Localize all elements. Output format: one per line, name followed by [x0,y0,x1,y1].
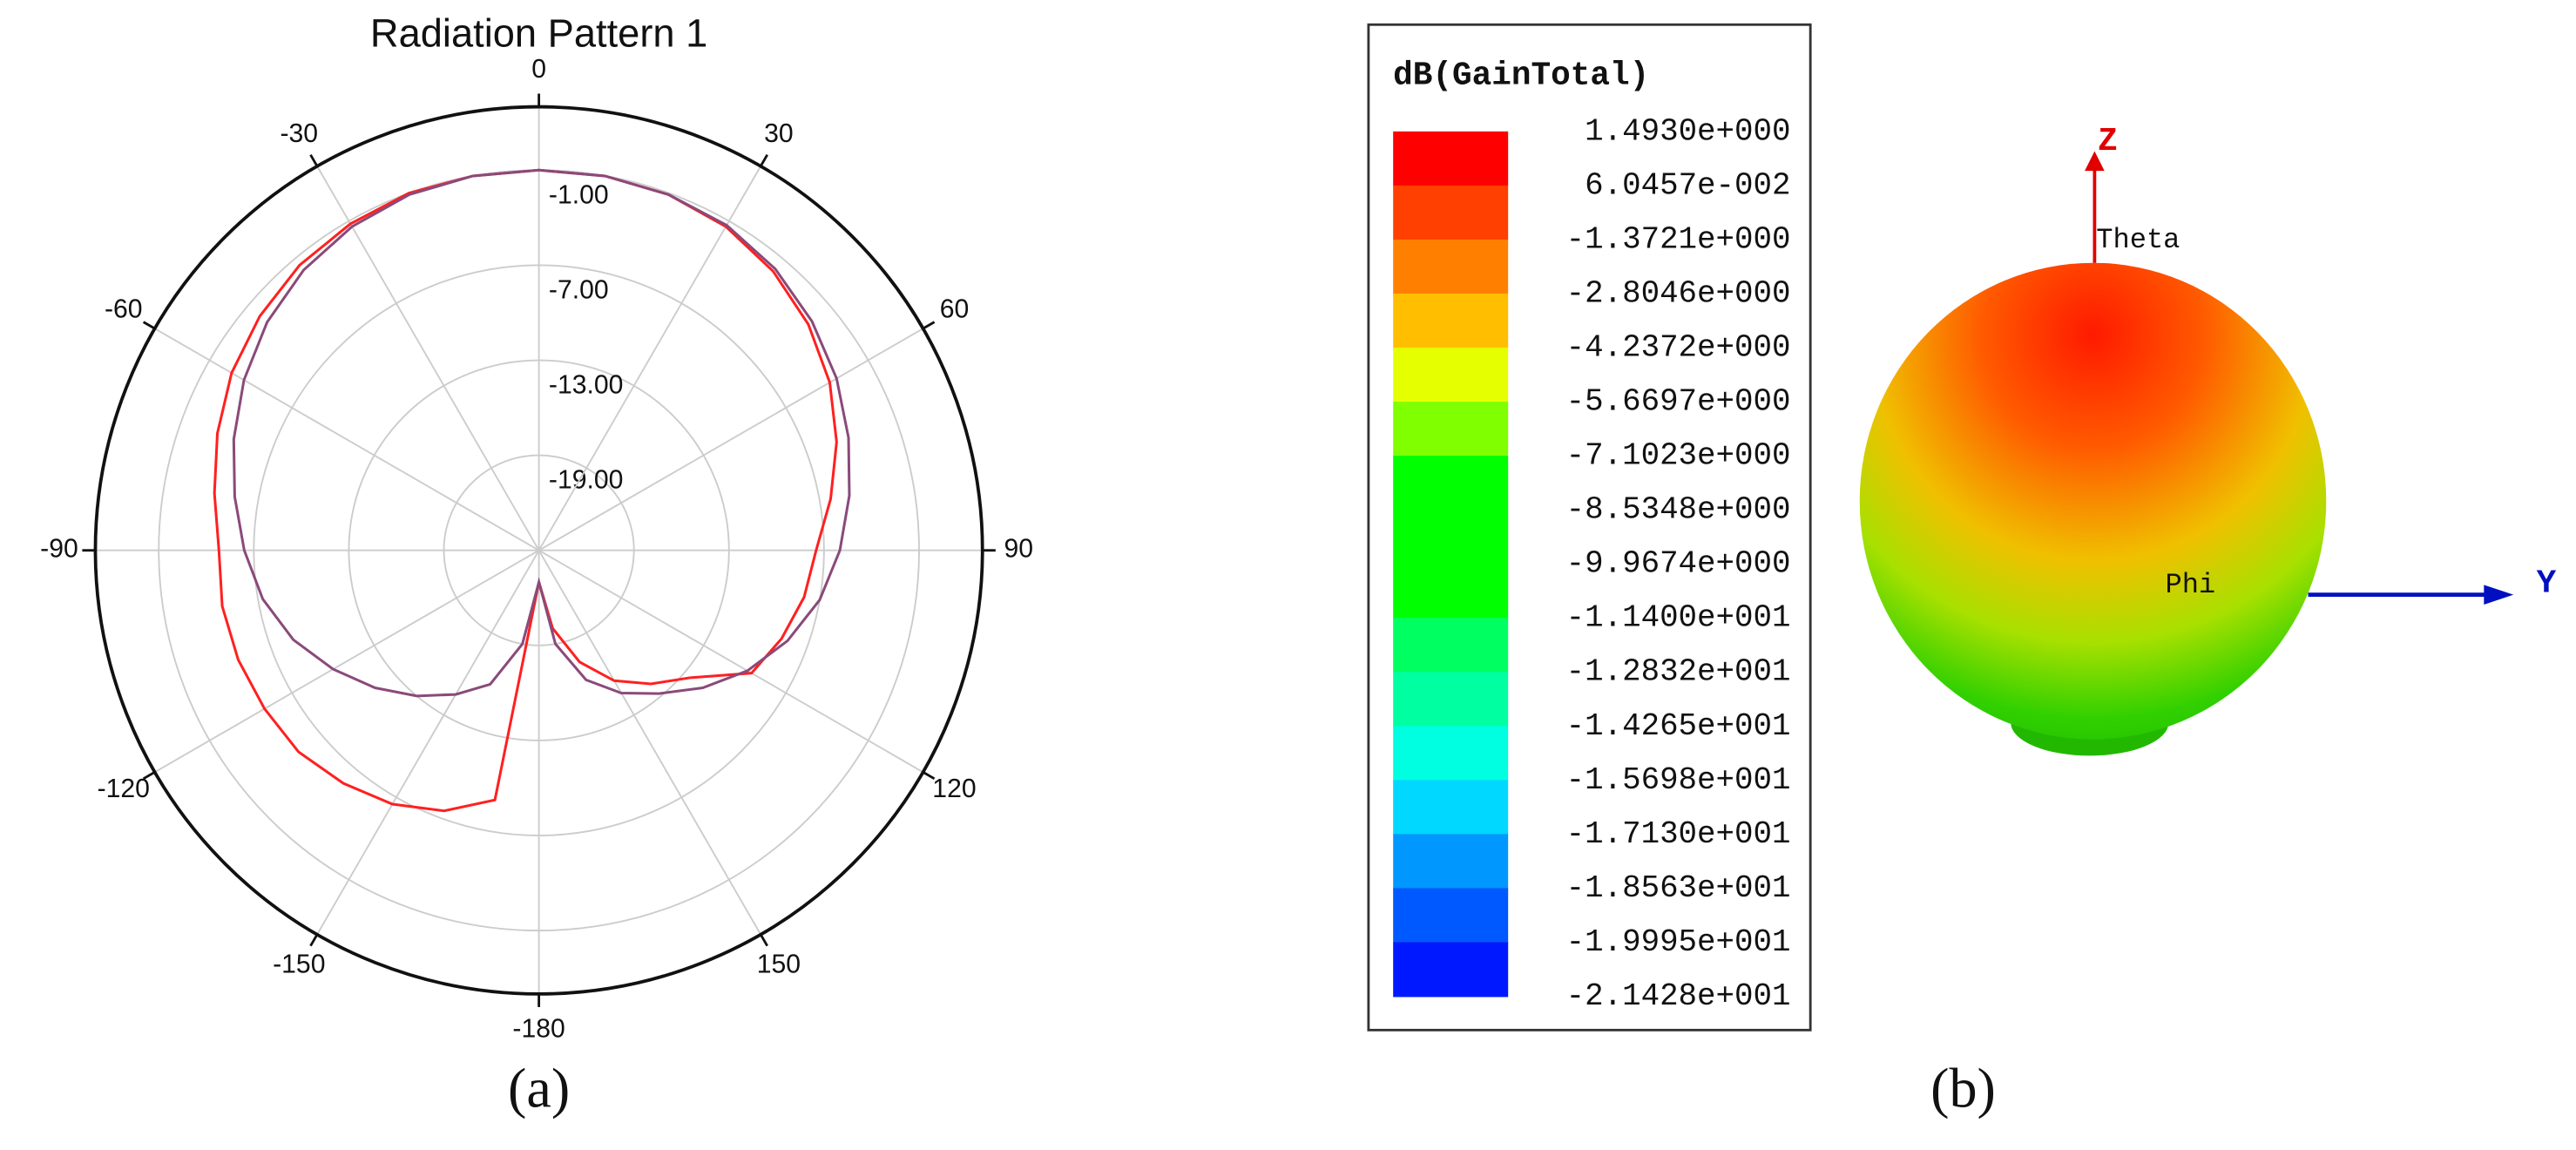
theta-tick-label: 90 [1004,535,1033,564]
colorbar-tick-label: -9.9674e+000 [1566,546,1791,582]
gain-3d-panel: Z Y Theta Phi dB(GainTotal) (b) 1.4930e+… [1367,23,2557,1120]
theta-tick-label: 120 [932,775,976,803]
colorbar-tick-label: -1.7130e+001 [1566,816,1791,852]
colorbar-band [1393,348,1509,402]
theta-tick-label: 30 [764,119,794,148]
colorbar-tick-label: -8.5348e+000 [1566,492,1791,528]
grid-spoke [538,166,762,551]
pattern-sphere [1859,262,2327,740]
colorbar-band [1393,239,1509,294]
colorbar-tick-label: -1.9995e+001 [1566,924,1791,960]
colorbar-tick-label: -1.5698e+001 [1566,762,1791,798]
grid-spoke [316,550,540,936]
colorbar-tick-label: -1.3721e+000 [1566,221,1791,257]
colorbar-band [1393,726,1509,781]
theta-tick [759,933,768,947]
r-tick-label: -13.00 [549,371,624,400]
theta-tick [142,321,156,330]
theta-tick [142,771,156,781]
grid-spoke [538,549,924,774]
colorbar-band [1393,942,1509,998]
colorbar-tick-label: -2.8046e+000 [1566,275,1791,311]
colorbar-band [1393,131,1509,186]
theta-tick [922,771,936,781]
grid-spoke [316,166,540,551]
theta-tick-label: 150 [757,950,801,979]
theta-tick-label: -60 [105,294,143,323]
r-tick-label: -7.00 [549,276,609,305]
chart-title: Radiation Pattern 1 [370,10,707,55]
colorbar-band [1393,402,1509,457]
colorbar-band [1393,185,1509,240]
phi-label: Phi [2165,569,2215,601]
outer-circle [93,105,984,996]
z-axis-label: Z [2098,124,2118,160]
colorbar-band [1393,510,1509,565]
polar-panel: Radiation Pattern 1 -1.00 -7.00 -13.00 -19.0… [40,10,1033,1043]
theta-tick [309,933,319,947]
y-arrow [2484,585,2514,605]
theta-tick-label: -90 [40,535,78,564]
colorbar-tick-label: -7.1023e+000 [1566,438,1791,474]
grid-spoke [538,550,762,936]
colorbar-tick-label: -4.2372e+000 [1566,329,1791,365]
theta-tick-label: -150 [273,950,325,979]
colorbar-tick-label: 6.0457e-002 [1585,167,1790,203]
colorbar-tick-label: -1.8563e+001 [1566,870,1791,906]
colorbar-band [1393,780,1509,835]
panel-label: (a) [508,1058,570,1120]
r-tick-label: -1.00 [549,180,609,209]
colorbar-band [1393,618,1509,673]
theta-tick-label: 60 [940,294,970,323]
y-axis-label: Y [2537,565,2557,602]
colorbar-band [1393,456,1509,511]
colorbar-tick-label: -1.4265e+001 [1566,708,1791,744]
colorbar-title: dB(GainTotal) [1393,58,1649,95]
theta-tick-label: -120 [98,775,150,803]
theta-tick-label: 0 [531,55,546,84]
colorbar-band [1393,672,1509,727]
panel-label: (b) [1930,1058,1996,1120]
colorbar-tick-label: 1.4930e+000 [1585,113,1790,149]
colorbar-tick-label: -1.2832e+001 [1566,654,1791,690]
theta-tick [309,154,319,167]
theta-tick-label: -180 [512,1014,565,1043]
theta-tick [759,154,768,167]
colorbar-tick-label: -5.6697e+000 [1566,384,1791,420]
theta-tick-label: -30 [281,119,319,148]
colorbar-band [1393,888,1509,944]
colorbar-band [1393,834,1509,890]
grid-spoke [154,549,540,774]
colorbar-band [1393,564,1509,619]
colorbar-band [1393,293,1509,348]
r-tick-label: -19.00 [549,466,624,495]
grid-spoke [538,328,924,551]
theta-tick [922,321,936,330]
colorbar-tick-label: -1.1400e+001 [1566,600,1791,636]
z-arrow [2085,151,2105,172]
grid-spoke [154,328,540,551]
theta-label: Theta [2096,224,2180,256]
colorbar-tick-label: -2.1428e+001 [1566,978,1791,1014]
pattern-curve [232,168,851,698]
